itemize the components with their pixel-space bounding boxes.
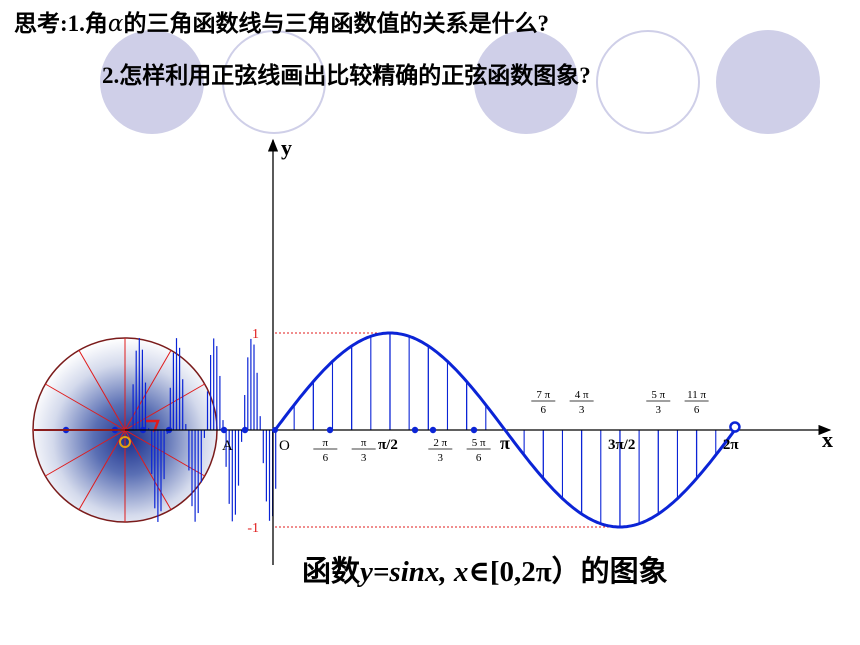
axis-dot bbox=[241, 426, 249, 434]
axis-dot bbox=[470, 426, 478, 434]
x-tick-numerator: π bbox=[323, 437, 329, 449]
decor-ring-1 bbox=[222, 30, 326, 134]
unit-circle-radius bbox=[124, 383, 205, 431]
endpoint-open-circle bbox=[729, 421, 741, 433]
angle-marker bbox=[146, 419, 160, 433]
axis-dot bbox=[220, 426, 228, 434]
question-suffix: 的三角函数线与三角函数值的关系是什么? bbox=[123, 11, 549, 36]
alpha-symbol: α bbox=[107, 11, 124, 37]
unit-circle-radius bbox=[124, 429, 205, 477]
x-tick-denominator: 3 bbox=[438, 452, 444, 464]
question-prefix: 思考:1.角 bbox=[14, 11, 108, 36]
axis-dot bbox=[411, 426, 419, 434]
x-tick-numerator: 4 π bbox=[575, 389, 589, 401]
caption-domain-var: x bbox=[453, 556, 469, 588]
unit-circle-radius bbox=[124, 429, 172, 510]
y-tick-label: 1 bbox=[252, 327, 259, 342]
x-tick-numerator: 11 π bbox=[687, 389, 706, 401]
axis-dot bbox=[429, 426, 437, 434]
x-tick-numerator: 2 π bbox=[433, 437, 447, 449]
caption-prefix: 函数 bbox=[302, 556, 361, 588]
center-marker bbox=[119, 436, 131, 448]
x-tick-denominator: 3 bbox=[656, 404, 662, 416]
x-tick-label: π bbox=[500, 433, 510, 453]
caption-func: y=sinx, bbox=[360, 556, 447, 588]
unit-circle-radius bbox=[78, 350, 126, 431]
origin-label: O bbox=[279, 438, 290, 454]
x-tick-denominator: 6 bbox=[323, 452, 329, 464]
x-tick-denominator: 6 bbox=[694, 404, 700, 416]
x-tick-numerator: 5 π bbox=[472, 437, 486, 449]
question-line-1: 思考:1.角α的三角函数线与三角函数值的关系是什么? bbox=[14, 4, 549, 38]
start-point bbox=[272, 427, 278, 433]
x-axis-label: x bbox=[822, 427, 833, 452]
x-tick-numerator: 5 π bbox=[651, 389, 665, 401]
x-tick-denominator: 6 bbox=[541, 404, 547, 416]
x-tick-numerator: π bbox=[361, 437, 367, 449]
decor-circle-1 bbox=[100, 30, 204, 134]
sine-curve bbox=[273, 331, 737, 529]
graph-caption: 函数y=sinx, x∈[0,2π）的图象 bbox=[302, 548, 668, 590]
decor-ring-2 bbox=[596, 30, 700, 134]
sine-curve-group bbox=[272, 331, 741, 529]
axes bbox=[34, 138, 832, 565]
x-tick-denominator: 3 bbox=[579, 404, 585, 416]
unit-circle-radius bbox=[78, 429, 126, 510]
x-tick-label: π/2 bbox=[378, 437, 398, 453]
x-tick-denominator: 3 bbox=[361, 452, 367, 464]
unit-circle-radius bbox=[45, 383, 126, 431]
axis-dot bbox=[326, 426, 334, 434]
x-tick-denominator: 6 bbox=[476, 452, 482, 464]
y-axis-label: y bbox=[281, 135, 292, 160]
decor-circle-2 bbox=[474, 30, 578, 134]
caption-domain: ∈[0,2π）的图象 bbox=[468, 556, 668, 588]
y-tick-label: -1 bbox=[247, 521, 259, 536]
x-tick-numerator: 7 π bbox=[536, 389, 550, 401]
question-line-2: 2.怎样利用正弦线画出比较精确的正弦函数图象? bbox=[102, 63, 591, 88]
decor-circle-3 bbox=[716, 30, 820, 134]
point-a-label: A bbox=[222, 438, 233, 454]
x-tick-label: 2π bbox=[723, 437, 740, 453]
x-tick-label: 3π/2 bbox=[608, 437, 635, 453]
unit-circle-radius bbox=[45, 429, 126, 477]
